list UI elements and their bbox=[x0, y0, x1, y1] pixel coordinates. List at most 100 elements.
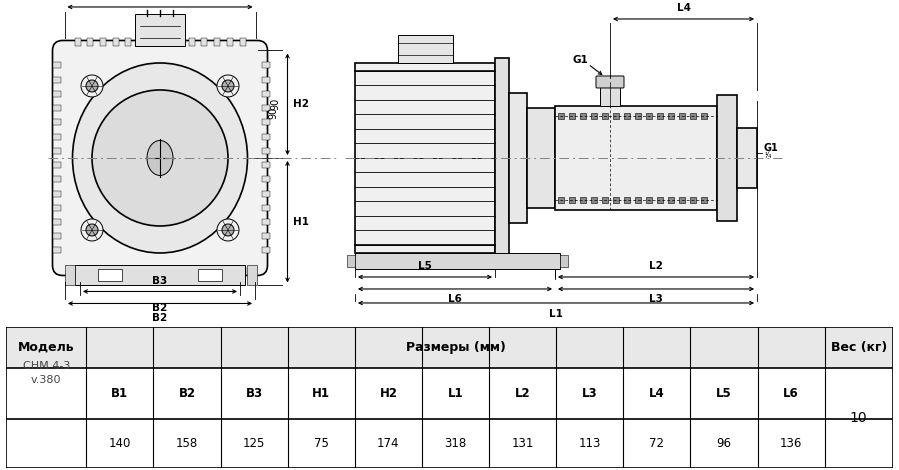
Bar bbox=[701, 113, 707, 119]
Bar bbox=[176, 39, 182, 47]
Bar bbox=[262, 205, 270, 211]
Bar bbox=[52, 162, 60, 168]
Bar bbox=[52, 148, 60, 154]
Bar bbox=[201, 267, 208, 275]
Bar bbox=[112, 39, 119, 47]
Text: L3: L3 bbox=[649, 294, 663, 304]
Text: L2: L2 bbox=[515, 387, 530, 400]
Bar bbox=[65, 266, 75, 285]
Text: 75: 75 bbox=[314, 437, 329, 450]
Text: v.380: v.380 bbox=[31, 375, 61, 385]
Bar bbox=[262, 190, 270, 196]
Bar bbox=[239, 39, 245, 47]
Text: 158: 158 bbox=[176, 437, 198, 450]
Bar bbox=[262, 105, 270, 111]
Text: Вес (кг): Вес (кг) bbox=[831, 341, 886, 354]
Bar bbox=[560, 255, 568, 267]
Bar bbox=[100, 267, 106, 275]
Bar bbox=[262, 119, 270, 125]
Circle shape bbox=[81, 75, 103, 97]
Bar bbox=[75, 267, 81, 275]
Bar bbox=[52, 248, 60, 253]
Circle shape bbox=[86, 224, 98, 236]
Bar bbox=[151, 39, 156, 47]
Bar bbox=[646, 197, 652, 203]
Text: L6: L6 bbox=[448, 294, 462, 304]
Bar bbox=[569, 197, 575, 203]
Bar bbox=[509, 93, 527, 223]
Bar bbox=[558, 113, 564, 119]
Bar bbox=[214, 267, 220, 275]
Text: ¹⁄₄: ¹⁄₄ bbox=[764, 151, 771, 160]
Bar bbox=[262, 148, 270, 154]
Bar bbox=[646, 113, 652, 119]
Bar bbox=[52, 176, 60, 182]
Bar bbox=[355, 63, 495, 253]
Bar bbox=[717, 95, 737, 221]
Circle shape bbox=[222, 80, 234, 92]
Text: L4: L4 bbox=[649, 387, 664, 400]
Text: B1: B1 bbox=[111, 387, 129, 400]
Bar bbox=[569, 113, 575, 119]
Bar bbox=[176, 267, 182, 275]
Text: B2: B2 bbox=[152, 313, 167, 323]
Text: 174: 174 bbox=[378, 437, 400, 450]
Text: H1: H1 bbox=[312, 387, 330, 400]
Text: 90: 90 bbox=[269, 107, 279, 119]
Bar bbox=[52, 190, 60, 196]
Text: 125: 125 bbox=[243, 437, 265, 450]
Circle shape bbox=[222, 224, 234, 236]
Bar bbox=[679, 113, 685, 119]
Text: H2: H2 bbox=[292, 99, 308, 109]
Bar bbox=[262, 219, 270, 225]
Bar bbox=[262, 233, 270, 239]
Bar bbox=[125, 267, 131, 275]
Text: L5: L5 bbox=[717, 387, 732, 400]
Bar bbox=[690, 113, 696, 119]
Bar bbox=[239, 267, 245, 275]
Text: 72: 72 bbox=[649, 437, 664, 450]
Ellipse shape bbox=[73, 63, 247, 253]
Bar bbox=[201, 39, 208, 47]
Text: L1: L1 bbox=[448, 387, 463, 400]
Text: B3: B3 bbox=[152, 276, 167, 287]
Bar bbox=[262, 77, 270, 83]
Bar bbox=[679, 197, 685, 203]
Bar bbox=[164, 39, 169, 47]
Circle shape bbox=[217, 219, 239, 241]
Bar bbox=[262, 176, 270, 182]
Bar bbox=[52, 219, 60, 225]
Bar bbox=[52, 63, 60, 69]
FancyBboxPatch shape bbox=[52, 40, 268, 275]
Bar bbox=[355, 253, 560, 269]
Bar bbox=[52, 233, 60, 239]
Bar bbox=[247, 266, 257, 285]
Bar bbox=[602, 113, 608, 119]
Bar bbox=[495, 58, 509, 258]
Circle shape bbox=[81, 219, 103, 241]
Bar bbox=[6, 327, 893, 368]
Bar bbox=[198, 269, 222, 282]
Text: H1: H1 bbox=[292, 217, 308, 227]
Text: Модель: Модель bbox=[18, 341, 75, 354]
Text: G1: G1 bbox=[572, 55, 588, 65]
Circle shape bbox=[217, 75, 239, 97]
Text: L4: L4 bbox=[677, 3, 690, 13]
Text: 140: 140 bbox=[109, 437, 131, 450]
Bar bbox=[227, 267, 233, 275]
Bar bbox=[580, 197, 586, 203]
Text: L6: L6 bbox=[783, 387, 799, 400]
Text: 10: 10 bbox=[850, 411, 868, 425]
Text: L1: L1 bbox=[549, 309, 563, 319]
Bar bbox=[613, 113, 619, 119]
Bar bbox=[600, 82, 620, 106]
Bar bbox=[624, 113, 630, 119]
Bar bbox=[125, 39, 131, 47]
Circle shape bbox=[92, 90, 228, 226]
Text: L2: L2 bbox=[649, 261, 663, 271]
Bar bbox=[635, 113, 641, 119]
Ellipse shape bbox=[147, 141, 173, 175]
Bar bbox=[112, 267, 119, 275]
Bar bbox=[262, 133, 270, 140]
Text: G1: G1 bbox=[763, 143, 778, 153]
